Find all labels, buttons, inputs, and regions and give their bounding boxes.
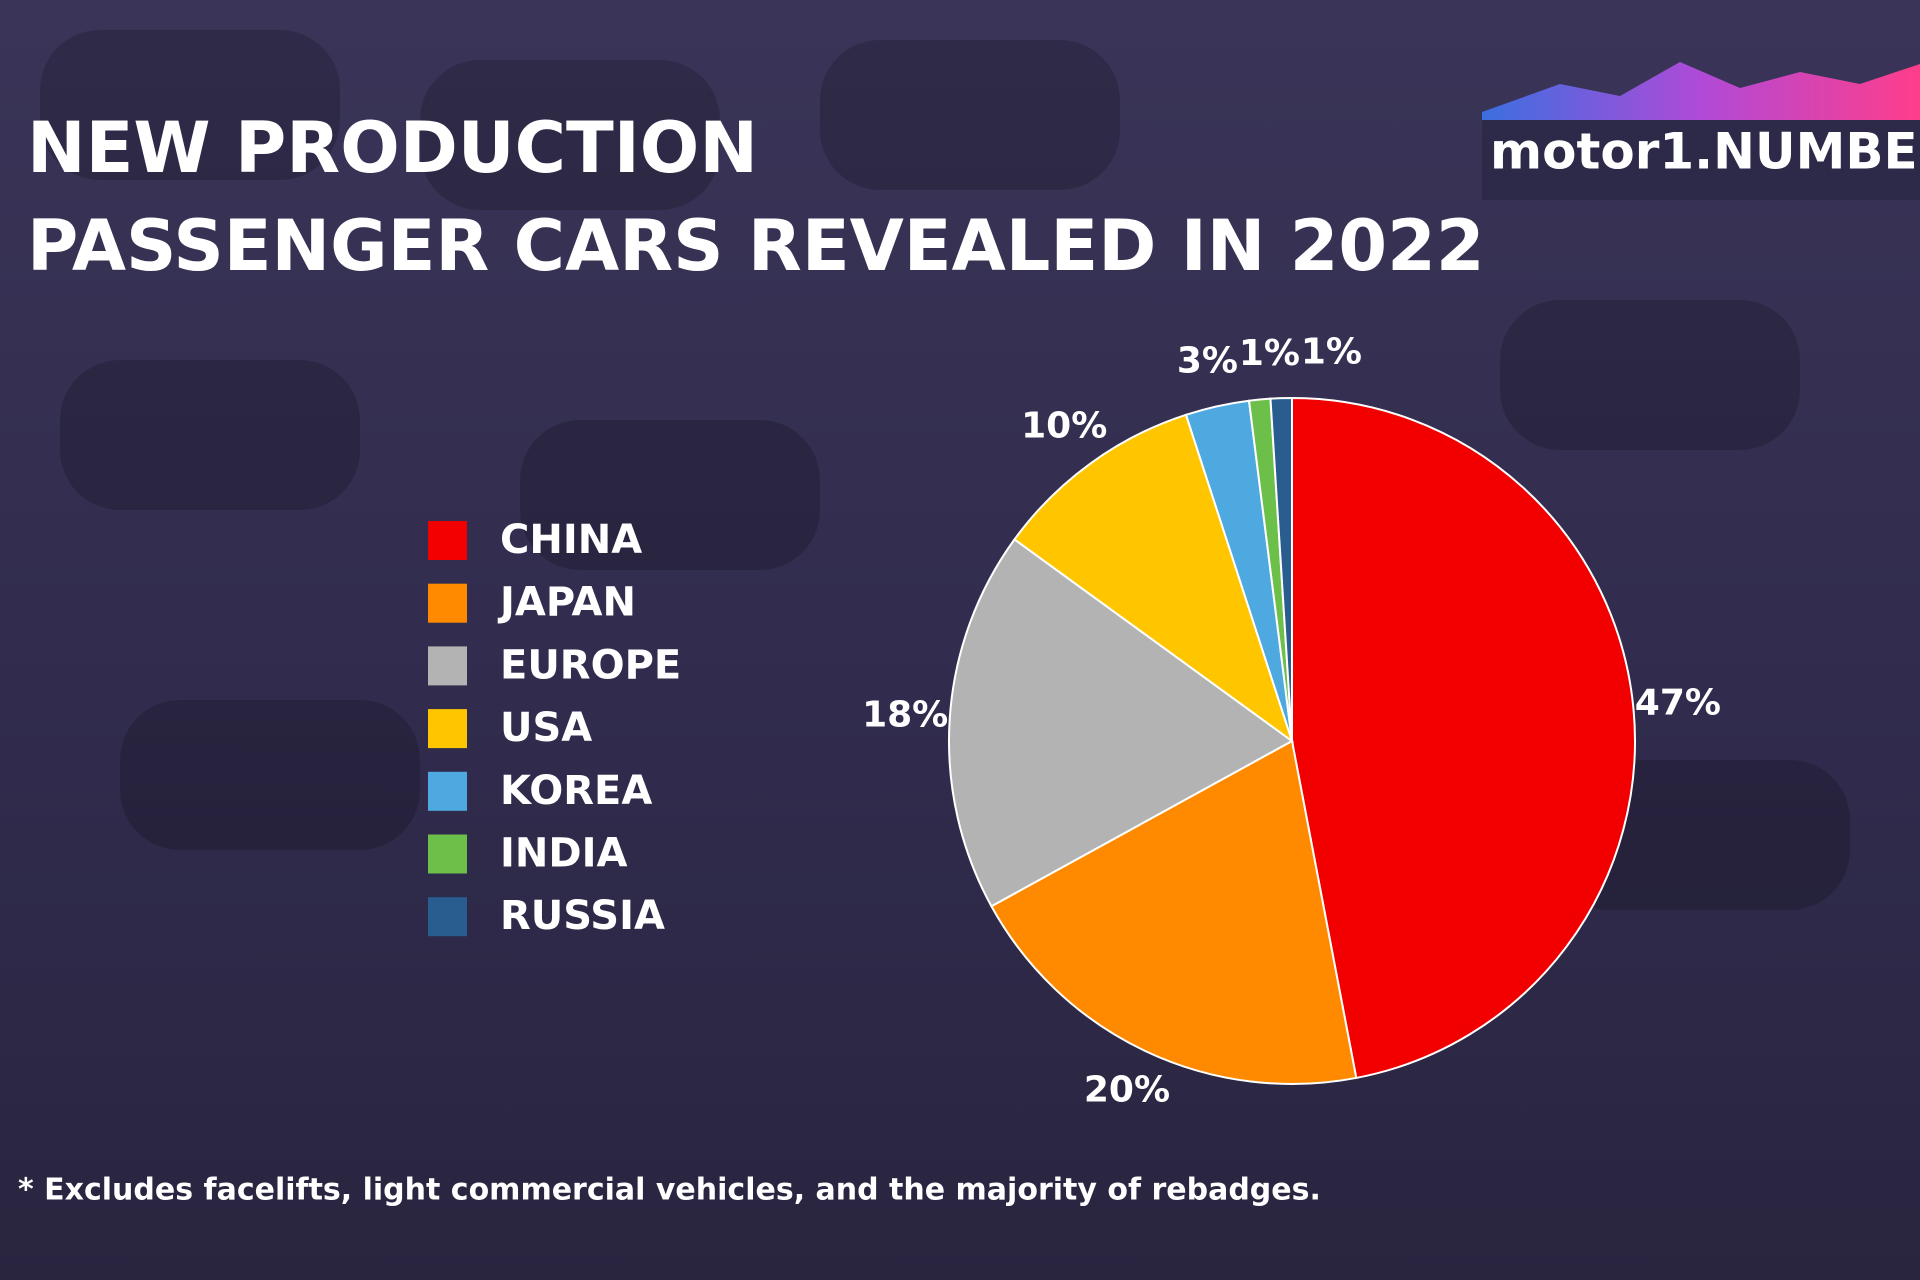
- footnote: * Excludes facelifts, light commercial v…: [18, 1173, 1321, 1208]
- legend-label: CHINA: [500, 517, 642, 563]
- legend-label: KOREA: [500, 768, 652, 814]
- data-label: 10%: [1021, 405, 1107, 446]
- data-label: 47%: [1635, 683, 1721, 724]
- legend-swatch: [428, 646, 467, 686]
- legend-label: JAPAN: [497, 580, 636, 626]
- legend-swatch: [428, 897, 467, 937]
- legend-swatch: [428, 709, 467, 749]
- legend-swatch: [428, 771, 467, 811]
- legend-swatch: [428, 834, 467, 874]
- logo-band: [1482, 120, 1920, 200]
- logo: motor1.NUMBERS: [1490, 123, 1920, 181]
- legend-label: EUROPE: [500, 642, 681, 688]
- data-label: 18%: [862, 695, 948, 736]
- chart-title: NEW PRODUCTION: [27, 107, 758, 189]
- data-label: 3%: [1177, 341, 1238, 382]
- pie-slice: [990, 739, 1358, 1085]
- data-label: 1%: [1239, 333, 1300, 374]
- background-cars: [40, 30, 1850, 910]
- pie-slice: [1013, 413, 1294, 744]
- pie-slice: [1269, 396, 1293, 742]
- legend-swatch: [428, 583, 467, 623]
- legend-label: USA: [500, 705, 592, 751]
- legend-label: INDIA: [500, 831, 627, 877]
- chart-title: PASSENGER CARS REVEALED IN 2022: [27, 205, 1485, 287]
- data-label: 1%: [1301, 332, 1362, 373]
- legend-label: RUSSIA: [500, 893, 665, 939]
- pie-slice: [948, 537, 1294, 908]
- pie-slice: [1291, 396, 1636, 1080]
- legend-swatch: [428, 521, 467, 560]
- data-label: 20%: [1084, 1070, 1170, 1111]
